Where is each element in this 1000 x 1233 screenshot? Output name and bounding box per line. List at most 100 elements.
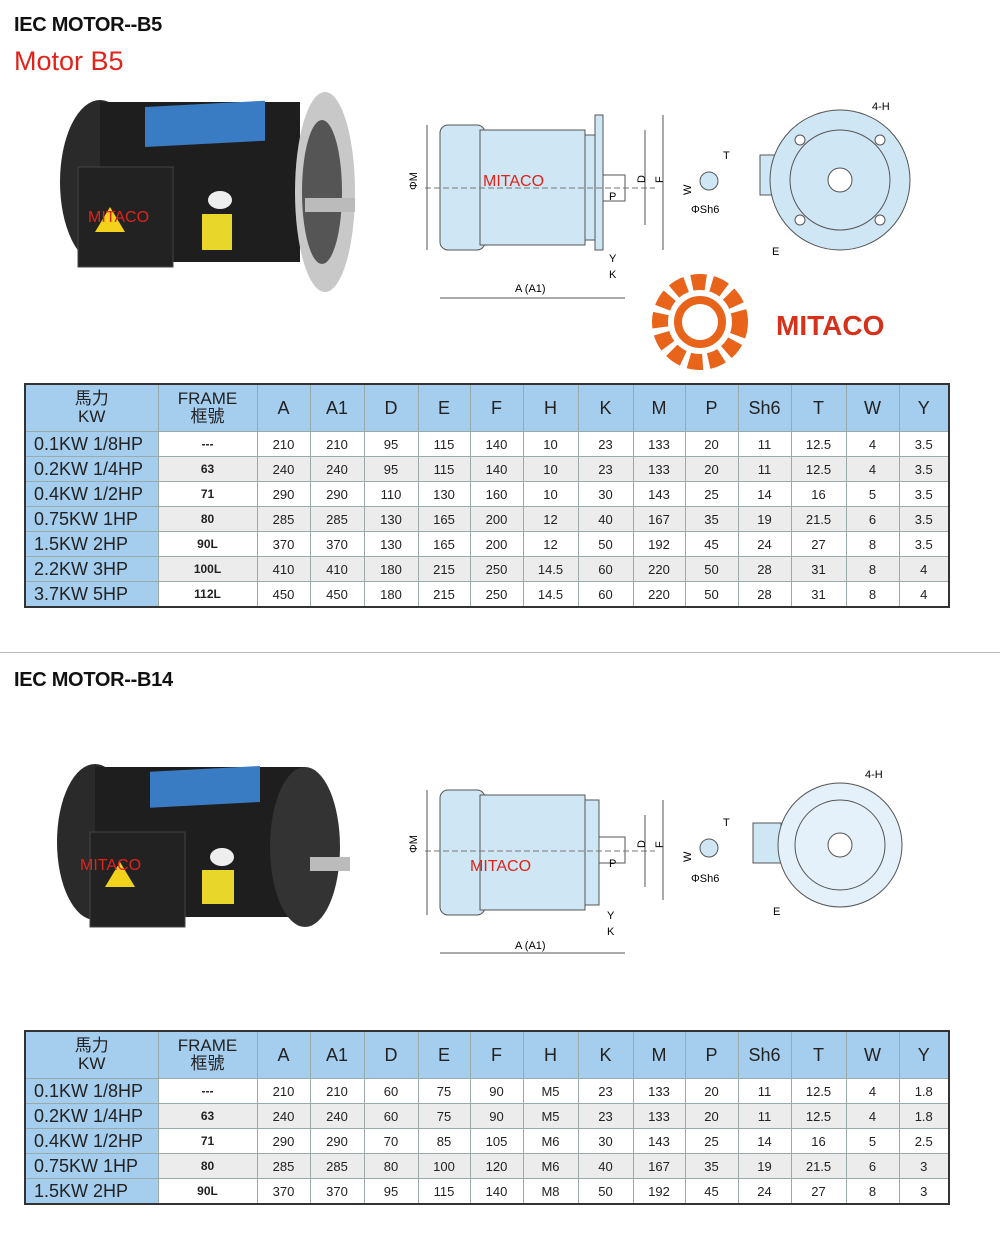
value-cell: 290 [256, 1128, 311, 1154]
value-cell: 50 [684, 581, 739, 608]
value-cell: 35 [684, 1153, 739, 1179]
value-cell: 11 [737, 1103, 792, 1129]
diagram-watermark: MITACO [483, 173, 544, 190]
value-cell: M8 [522, 1178, 579, 1205]
label-sh6: ΦSh6 [691, 873, 719, 885]
label-sh6: ΦSh6 [691, 204, 719, 216]
label-p: P [609, 191, 616, 203]
label-phi-m: ΦM [408, 835, 420, 853]
value-cell: 370 [309, 1178, 365, 1205]
value-cell: 10 [522, 456, 579, 482]
value-cell: 90 [469, 1103, 524, 1129]
column-header: Sh6 [737, 383, 792, 432]
column-header: 馬力 KW [24, 383, 159, 432]
value-cell: 10 [522, 431, 579, 457]
value-cell: 50 [684, 556, 739, 582]
value-cell: 80 [363, 1153, 419, 1179]
label-y: Y [607, 910, 615, 922]
label-a: A (A1) [515, 283, 546, 295]
value-cell: 3.5 [898, 531, 950, 557]
value-cell: 210 [256, 1078, 311, 1104]
value-cell: 20 [684, 431, 739, 457]
column-header: Y [898, 383, 950, 432]
value-cell: 40 [577, 506, 634, 532]
label-4h: 4-H [872, 101, 890, 113]
column-header: A1 [309, 383, 365, 432]
power-cell: 0.4KW 1/2HP [24, 481, 159, 507]
value-cell: 210 [256, 431, 311, 457]
value-cell: 14 [737, 481, 792, 507]
value-cell: 200 [469, 531, 524, 557]
shaft-section-diagram-b14: T W ΦSh6 [682, 817, 730, 885]
value-cell: 20 [684, 1078, 739, 1104]
table-row: 0.75KW 1HP 80 285 285 80 100 120 M6 40 167 35 19 21.… [24, 1153, 950, 1179]
column-header: Sh6 [737, 1030, 792, 1079]
label-a: A (A1) [515, 940, 546, 952]
value-cell: 25 [684, 1128, 739, 1154]
value-cell: 100 [417, 1153, 471, 1179]
value-cell: 143 [632, 481, 686, 507]
power-cell: 0.75KW 1HP [24, 506, 159, 532]
flange-front-diagram-b14: 4-H E [752, 769, 903, 918]
value-cell: 240 [309, 1103, 365, 1129]
power-cell: 0.1KW 1/8HP [24, 431, 159, 457]
value-cell: 30 [577, 1128, 634, 1154]
value-cell: 165 [417, 531, 471, 557]
power-cell: 0.1KW 1/8HP [24, 1078, 159, 1104]
value-cell: 75 [417, 1103, 471, 1129]
value-cell: 370 [256, 1178, 311, 1205]
value-cell: 285 [256, 1153, 311, 1179]
table-row: 1.5KW 2HP 90L 370 370 95 115 140 M8 50 192 45 24 27 8… [24, 1178, 950, 1205]
value-cell: 110 [363, 481, 419, 507]
value-cell: 27 [790, 1178, 847, 1205]
column-header: P [684, 1030, 739, 1079]
power-cell: 1.5KW 2HP [24, 531, 159, 557]
frame-cell: 71 [157, 481, 258, 507]
frame-cell: 80 [157, 1153, 258, 1179]
value-cell: 3.5 [898, 481, 950, 507]
value-cell: 285 [309, 1153, 365, 1179]
value-cell: 19 [737, 1153, 792, 1179]
value-cell: 115 [417, 456, 471, 482]
column-header: E [417, 383, 471, 432]
value-cell: 23 [577, 456, 634, 482]
column-header: H [522, 383, 579, 432]
value-cell: 4 [845, 1078, 900, 1104]
value-cell: 120 [469, 1153, 524, 1179]
value-cell: 28 [737, 556, 792, 582]
label-d: D [636, 175, 648, 183]
value-cell: 1.8 [898, 1078, 950, 1104]
value-cell: 140 [469, 456, 524, 482]
diagram-watermark: MITACO [470, 858, 531, 875]
value-cell: 12.5 [790, 431, 847, 457]
spec-table-b5: 馬力 KW FRAME 框號 A A1 D E F H K M P Sh6 T W Y 0.1KW 1/8HP… [24, 383, 950, 608]
table-row: 3.7KW 5HP 112L 450 450 180 215 250 14.5 60 220 50 2… [24, 581, 950, 608]
value-cell: 5 [845, 481, 900, 507]
value-cell: 21.5 [790, 1153, 847, 1179]
value-cell: 410 [256, 556, 311, 582]
label-f: F [654, 176, 666, 183]
value-cell: 3 [898, 1153, 950, 1179]
column-header: M [632, 1030, 686, 1079]
value-cell: 4 [845, 456, 900, 482]
value-cell: 45 [684, 1178, 739, 1205]
logo-text: MITACO [776, 310, 884, 341]
value-cell: 2.5 [898, 1128, 950, 1154]
section-title-b14: IEC MOTOR--B14 [14, 669, 173, 691]
motor-b5-photo: MITACO [60, 92, 355, 292]
label-w: W [682, 851, 694, 862]
value-cell: 180 [363, 581, 419, 608]
value-cell: M5 [522, 1103, 579, 1129]
power-cell: 2.2KW 3HP [24, 556, 159, 582]
value-cell: 20 [684, 1103, 739, 1129]
value-cell: 10 [522, 481, 579, 507]
value-cell: 8 [845, 531, 900, 557]
value-cell: 90 [469, 1078, 524, 1104]
column-header: T [790, 383, 847, 432]
value-cell: 130 [363, 506, 419, 532]
value-cell: 167 [632, 1153, 686, 1179]
column-header: D [363, 1030, 419, 1079]
column-header: H [522, 1030, 579, 1079]
value-cell: 35 [684, 506, 739, 532]
flange-front-diagram-b5: 4-H E [759, 101, 911, 258]
